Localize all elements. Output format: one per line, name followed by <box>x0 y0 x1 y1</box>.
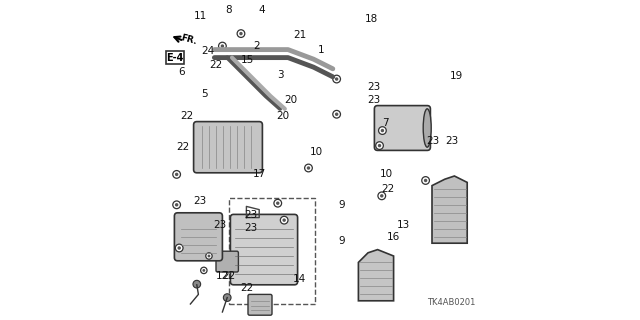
Circle shape <box>376 142 383 149</box>
Circle shape <box>221 44 224 48</box>
Text: 24: 24 <box>202 45 215 56</box>
Text: 7: 7 <box>383 118 389 128</box>
Circle shape <box>173 201 180 209</box>
Text: 16: 16 <box>387 232 401 243</box>
Text: 3: 3 <box>277 70 284 80</box>
Text: 23: 23 <box>193 196 207 206</box>
Text: 1: 1 <box>317 44 324 55</box>
Text: 12: 12 <box>216 271 229 281</box>
Circle shape <box>223 294 231 301</box>
Circle shape <box>274 199 282 207</box>
Text: 22: 22 <box>222 271 235 281</box>
Ellipse shape <box>423 109 431 147</box>
Text: 21: 21 <box>292 29 306 40</box>
Text: 22: 22 <box>176 141 189 152</box>
Text: 10: 10 <box>310 147 323 157</box>
Text: 22: 22 <box>240 283 253 293</box>
Text: 4: 4 <box>259 5 265 15</box>
Circle shape <box>424 179 428 182</box>
Text: 19: 19 <box>451 71 463 81</box>
Text: 23: 23 <box>426 136 440 147</box>
Text: 20: 20 <box>284 95 298 105</box>
Text: 2: 2 <box>253 41 259 52</box>
Circle shape <box>305 164 312 172</box>
Text: 23: 23 <box>367 95 381 105</box>
Text: 13: 13 <box>397 220 410 230</box>
Text: 6: 6 <box>179 67 185 77</box>
FancyBboxPatch shape <box>230 214 298 285</box>
Text: TK4AB0201: TK4AB0201 <box>427 298 475 307</box>
Polygon shape <box>358 250 394 301</box>
Circle shape <box>422 177 429 184</box>
FancyBboxPatch shape <box>166 51 184 64</box>
Circle shape <box>282 219 286 222</box>
Polygon shape <box>432 176 467 243</box>
Circle shape <box>335 77 339 81</box>
Text: 22: 22 <box>180 111 193 121</box>
Circle shape <box>175 244 183 252</box>
Text: 23: 23 <box>244 223 257 233</box>
Text: 23: 23 <box>244 210 257 220</box>
Circle shape <box>378 144 381 147</box>
Text: 9: 9 <box>339 236 345 246</box>
Text: 14: 14 <box>292 274 306 284</box>
Text: 23: 23 <box>212 220 226 230</box>
Text: 20: 20 <box>276 111 289 121</box>
Text: 23: 23 <box>367 82 381 92</box>
Circle shape <box>379 127 386 134</box>
Circle shape <box>237 30 245 37</box>
Circle shape <box>202 269 205 272</box>
Text: 10: 10 <box>380 169 393 180</box>
Text: E-4: E-4 <box>166 52 184 63</box>
Circle shape <box>380 194 383 197</box>
Text: 23: 23 <box>445 136 458 147</box>
Text: 9: 9 <box>339 200 345 210</box>
Text: 22: 22 <box>209 60 222 70</box>
Circle shape <box>201 267 207 274</box>
FancyBboxPatch shape <box>374 106 430 150</box>
Circle shape <box>335 113 339 116</box>
Circle shape <box>173 171 180 178</box>
Circle shape <box>280 216 288 224</box>
FancyBboxPatch shape <box>248 294 272 315</box>
Text: 8: 8 <box>226 4 232 15</box>
Circle shape <box>175 203 179 206</box>
Text: 11: 11 <box>193 11 207 21</box>
FancyBboxPatch shape <box>193 122 262 173</box>
FancyBboxPatch shape <box>174 213 223 261</box>
Circle shape <box>333 110 340 118</box>
Text: 17: 17 <box>253 169 266 179</box>
Circle shape <box>177 246 181 250</box>
Circle shape <box>276 202 280 205</box>
Text: FR.: FR. <box>179 33 198 46</box>
Circle shape <box>378 192 385 200</box>
Text: 5: 5 <box>202 89 208 100</box>
Circle shape <box>207 255 211 257</box>
Circle shape <box>175 173 179 176</box>
Text: 22: 22 <box>381 184 394 195</box>
Circle shape <box>193 280 201 288</box>
Circle shape <box>333 75 340 83</box>
Text: 15: 15 <box>241 55 254 65</box>
Circle shape <box>307 166 310 170</box>
Circle shape <box>239 32 243 35</box>
Circle shape <box>219 42 227 50</box>
Circle shape <box>381 129 384 132</box>
FancyBboxPatch shape <box>216 251 239 272</box>
Text: 18: 18 <box>365 14 378 24</box>
Circle shape <box>206 253 212 259</box>
